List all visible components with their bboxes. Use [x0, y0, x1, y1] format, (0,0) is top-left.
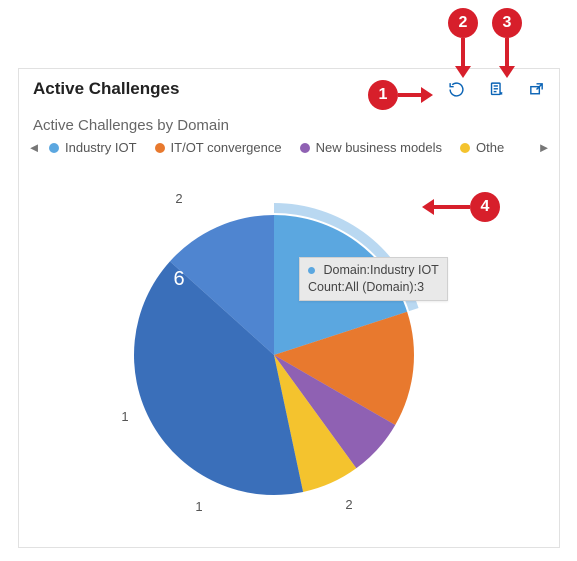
pie-slice-label: 2 [345, 497, 352, 512]
legend-dot-icon [49, 143, 59, 153]
annotation-callout: 2 [448, 8, 478, 38]
chart-subtitle: Active Challenges by Domain [19, 107, 559, 134]
annotation-callout: 1 [368, 80, 398, 110]
legend-dot-icon [460, 143, 470, 153]
pie-slice-label: 6 [173, 268, 184, 290]
tooltip-dot-icon [308, 267, 315, 274]
legend-item[interactable]: IT/OT convergence [155, 140, 282, 155]
legend-item-label: Industry IOT [65, 140, 137, 155]
card-actions [447, 80, 545, 98]
annotation-arrow-icon [499, 38, 515, 78]
card-title: Active Challenges [33, 79, 179, 99]
pie-slice-label: 1 [195, 499, 202, 514]
legend-next[interactable]: ► [537, 140, 551, 155]
tooltip-line1-value: Industry IOT [370, 263, 439, 277]
annotation-arrow-icon [455, 38, 471, 78]
annotation-arrow-icon [422, 199, 470, 215]
legend-item-label: IT/OT convergence [171, 140, 282, 155]
tooltip-line1: Domain:Industry IOT [308, 262, 439, 279]
pie-slice-label: 2 [175, 191, 182, 206]
tooltip-line2: Count:All (Domain):3 [308, 279, 439, 296]
tooltip-line2-value: 3 [417, 280, 424, 294]
annotation-callout: 3 [492, 8, 522, 38]
records-icon[interactable] [487, 80, 505, 98]
annotation-arrow-icon [398, 87, 433, 103]
legend-item[interactable]: Othe [460, 140, 504, 155]
tooltip-line1-prefix: Domain: [323, 263, 370, 277]
chart-tooltip: Domain:Industry IOT Count:All (Domain):3 [299, 257, 448, 301]
card-container: Active Challenges [18, 68, 560, 548]
card-header: Active Challenges [19, 69, 559, 107]
legend-dot-icon [155, 143, 165, 153]
legend-item[interactable]: Industry IOT [49, 140, 137, 155]
legend-row: ◄ Industry IOT IT/OT convergence New busin… [19, 134, 559, 155]
tooltip-line2-prefix: Count:All (Domain): [308, 280, 417, 294]
legend-item-label: Othe [476, 140, 504, 155]
legend-item-label: New business models [316, 140, 442, 155]
popout-icon[interactable] [527, 80, 545, 98]
refresh-icon[interactable] [447, 80, 465, 98]
legend-prev[interactable]: ◄ [27, 140, 41, 155]
legend-items: Industry IOT IT/OT convergence New busines… [49, 140, 529, 155]
pie-slice-label: 1 [121, 409, 128, 424]
legend-item[interactable]: New business models [300, 140, 442, 155]
legend-dot-icon [300, 143, 310, 153]
annotation-callout: 4 [470, 192, 500, 222]
